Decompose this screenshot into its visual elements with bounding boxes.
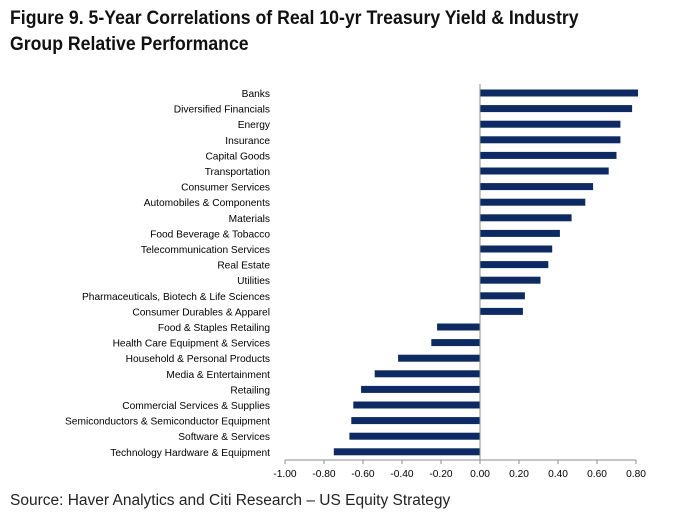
- bar: [361, 385, 480, 393]
- category-label: Semiconductors & Semiconductor Equipment: [65, 417, 270, 428]
- category-labels: Banks Diversified Financials Energy Insuran…: [65, 89, 271, 459]
- category-label: Automobiles & Components: [144, 198, 270, 209]
- figure-title-line-1: Figure 9. 5-Year Correlations of Real 10…: [10, 8, 579, 29]
- category-label: Household & Personal Products: [126, 354, 270, 365]
- bar: [480, 105, 633, 113]
- category-label: Food & Staples Retailing: [158, 323, 270, 334]
- bar: [480, 229, 560, 237]
- figure-title-line-2: Group Relative Performance: [10, 34, 249, 55]
- bar: [349, 432, 480, 440]
- x-tick-label: 0.20: [509, 469, 529, 480]
- bar: [333, 448, 481, 456]
- category-label: Media & Entertainment: [166, 370, 270, 381]
- bar-chart: Banks Diversified Financials Energy Insuran…: [65, 84, 646, 480]
- bar: [480, 245, 553, 253]
- category-label: Consumer Services: [181, 183, 270, 194]
- category-label: Capital Goods: [205, 151, 270, 162]
- bar: [351, 417, 480, 425]
- category-label: Transportation: [205, 167, 270, 178]
- bar: [431, 339, 481, 347]
- category-label: Banks: [242, 89, 270, 100]
- x-tick-label: -0.40: [390, 469, 414, 480]
- category-label: Technology Hardware & Equipment: [110, 448, 270, 459]
- category-label: Software & Services: [178, 432, 270, 443]
- bar: [398, 354, 480, 362]
- x-tick-label: 0.60: [587, 469, 607, 480]
- category-label: Energy: [238, 120, 271, 131]
- category-label: Consumer Durables & Apparel: [132, 307, 270, 318]
- bar: [480, 214, 572, 222]
- bar: [374, 370, 480, 378]
- x-tick-label: -0.80: [312, 469, 336, 480]
- bars-layer: [333, 89, 638, 456]
- bar: [480, 307, 523, 315]
- bar: [480, 261, 549, 269]
- x-tick-label: -1.00: [273, 469, 297, 480]
- bar: [480, 276, 541, 284]
- category-label: Pharmaceuticals, Biotech & Life Sciences: [82, 292, 270, 303]
- category-label: Utilities: [237, 276, 270, 287]
- bar: [480, 183, 594, 191]
- x-tick-label: -0.20: [429, 469, 453, 480]
- x-axis: -1.00 -0.80 -0.60 -0.40 -0.20 0.00 0.20 0.40 0.6…: [273, 84, 646, 480]
- source-note: Source: Haver Analytics and Citi Researc…: [10, 492, 451, 509]
- bar: [480, 120, 621, 128]
- bar: [480, 167, 609, 175]
- category-label: Commercial Services & Supplies: [122, 401, 270, 412]
- bar: [480, 198, 586, 206]
- x-tick-label: 0.00: [470, 469, 490, 480]
- bar: [353, 401, 481, 409]
- bar: [480, 151, 617, 159]
- bar: [480, 89, 638, 97]
- category-label: Materials: [229, 214, 270, 225]
- bar: [480, 136, 621, 144]
- category-label: Retailing: [230, 385, 270, 396]
- category-label: Insurance: [225, 136, 270, 147]
- figure-title: Figure 9. 5-Year Correlations of Real 10…: [10, 6, 615, 58]
- x-tick-label: 0.40: [548, 469, 568, 480]
- x-tick-label: -0.60: [351, 469, 375, 480]
- category-label: Food Beverage & Tobacco: [150, 229, 270, 240]
- category-label: Telecommunication Services: [141, 245, 270, 256]
- bar: [480, 292, 525, 300]
- bar: [437, 323, 480, 331]
- x-tick-label: 0.80: [626, 469, 646, 480]
- category-label: Diversified Financials: [174, 105, 270, 116]
- category-label: Health Care Equipment & Services: [113, 339, 270, 350]
- category-label: Real Estate: [217, 261, 270, 272]
